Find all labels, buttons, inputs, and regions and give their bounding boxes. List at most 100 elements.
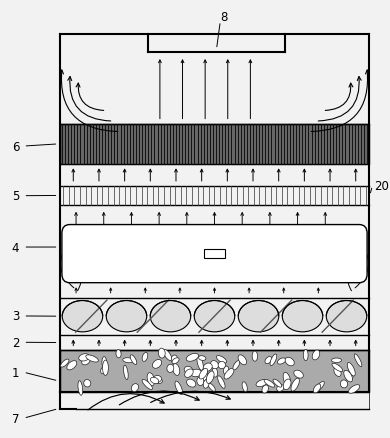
Ellipse shape [312,350,320,360]
Ellipse shape [340,380,347,388]
Ellipse shape [151,378,159,384]
Ellipse shape [273,379,282,387]
Ellipse shape [354,354,362,367]
Ellipse shape [199,356,206,360]
Ellipse shape [349,385,360,393]
Ellipse shape [62,301,103,332]
Ellipse shape [130,355,137,365]
Ellipse shape [208,383,215,391]
Ellipse shape [186,353,199,361]
Ellipse shape [270,354,277,366]
Ellipse shape [224,368,234,379]
Ellipse shape [277,358,286,364]
Ellipse shape [186,379,196,387]
Ellipse shape [163,350,172,360]
Ellipse shape [212,368,218,377]
Ellipse shape [78,381,83,396]
Ellipse shape [116,350,121,358]
Ellipse shape [86,355,98,362]
Ellipse shape [211,361,218,369]
Ellipse shape [106,301,147,332]
Ellipse shape [285,357,294,366]
Text: 7: 7 [12,412,20,425]
Ellipse shape [184,369,193,378]
Ellipse shape [256,380,268,387]
Ellipse shape [252,351,257,361]
Ellipse shape [218,376,225,389]
Ellipse shape [282,301,323,332]
Bar [60,125,369,164]
Ellipse shape [103,360,108,375]
Ellipse shape [167,364,174,373]
Ellipse shape [233,361,240,370]
Ellipse shape [172,358,179,364]
Ellipse shape [150,301,191,332]
Ellipse shape [216,356,227,363]
Ellipse shape [152,376,161,383]
Ellipse shape [203,380,209,389]
Text: 6: 6 [12,140,20,153]
Ellipse shape [242,382,247,392]
Ellipse shape [101,367,107,374]
Ellipse shape [123,358,134,363]
Ellipse shape [171,355,177,363]
Ellipse shape [79,354,90,361]
Ellipse shape [277,385,284,392]
Ellipse shape [60,359,69,367]
Ellipse shape [197,356,203,371]
Ellipse shape [202,367,208,381]
Text: 2: 2 [12,336,20,349]
Text: 1: 1 [12,366,20,379]
Ellipse shape [175,381,183,395]
Ellipse shape [142,379,152,390]
Ellipse shape [199,368,207,379]
Ellipse shape [184,367,193,374]
Ellipse shape [344,371,353,382]
Ellipse shape [147,373,155,386]
Ellipse shape [152,360,162,368]
Ellipse shape [203,363,212,371]
Ellipse shape [294,370,303,378]
Ellipse shape [314,384,321,393]
Ellipse shape [314,381,324,392]
Ellipse shape [173,364,180,375]
Ellipse shape [262,385,269,393]
Text: 4: 4 [12,241,20,254]
Text: 3: 3 [12,310,19,323]
Ellipse shape [332,358,342,363]
Ellipse shape [218,361,225,369]
FancyBboxPatch shape [62,225,367,283]
Ellipse shape [332,364,343,372]
Text: 20: 20 [374,180,389,193]
Ellipse shape [194,301,235,332]
Ellipse shape [102,357,107,369]
Ellipse shape [223,366,229,374]
Ellipse shape [334,367,341,377]
Ellipse shape [347,363,355,376]
Ellipse shape [82,357,90,365]
Ellipse shape [303,350,308,361]
Ellipse shape [67,361,77,370]
Ellipse shape [124,365,128,380]
Text: 8: 8 [221,11,228,24]
Ellipse shape [283,379,291,390]
Ellipse shape [206,371,214,384]
Ellipse shape [84,380,91,387]
Ellipse shape [190,369,202,377]
Ellipse shape [238,355,246,365]
Bar [204,249,225,259]
Ellipse shape [238,301,279,332]
Ellipse shape [346,372,353,381]
Ellipse shape [142,353,148,362]
Ellipse shape [264,380,275,387]
Ellipse shape [155,378,162,384]
Ellipse shape [291,378,300,391]
Ellipse shape [197,377,204,386]
Ellipse shape [158,348,165,358]
Ellipse shape [265,357,272,364]
Ellipse shape [326,301,367,332]
Text: 5: 5 [12,190,19,203]
Bar [60,350,369,392]
Ellipse shape [283,372,291,386]
Ellipse shape [131,384,138,392]
